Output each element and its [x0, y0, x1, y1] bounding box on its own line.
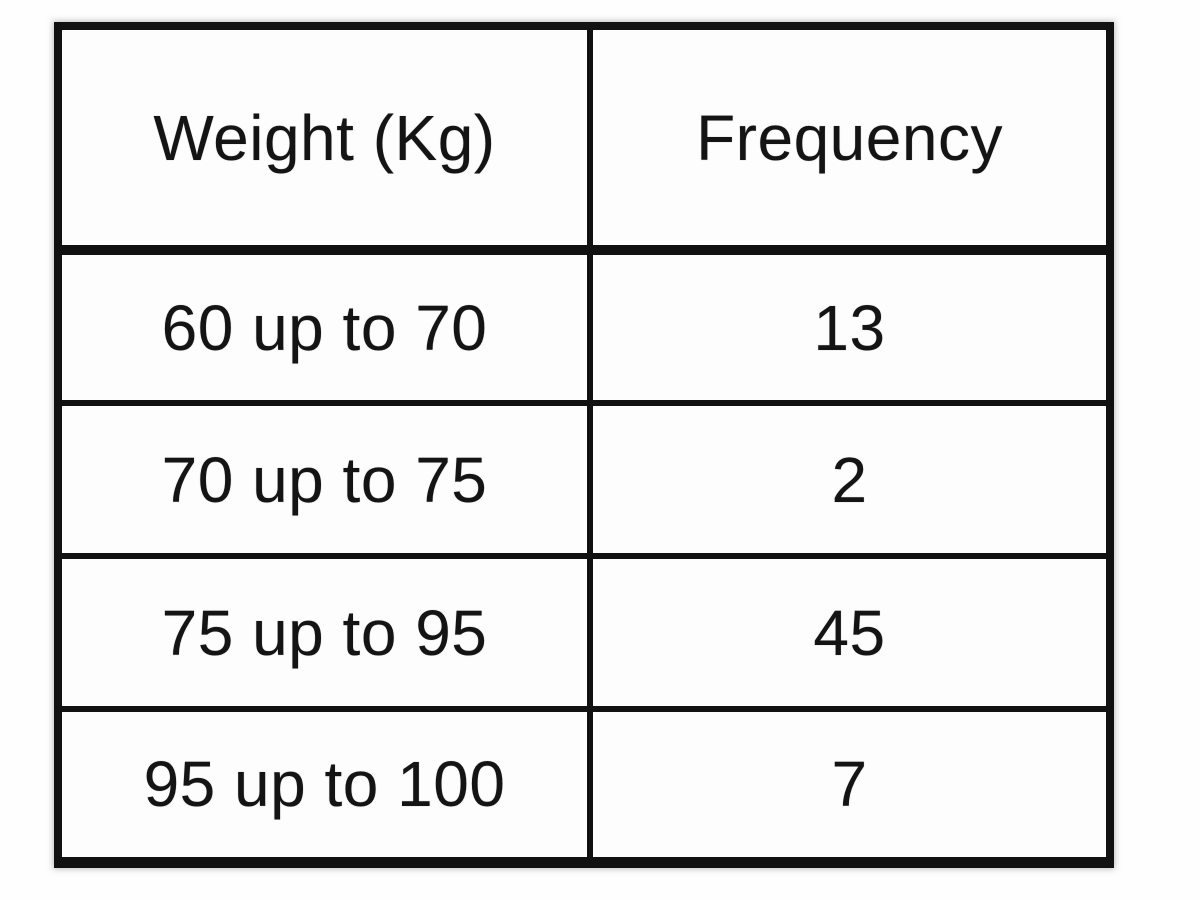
table-row: 70 up to 75 2	[55, 400, 1113, 559]
header-row: Weight (Kg) Frequency	[55, 23, 1113, 255]
frequency-table: Weight (Kg) Frequency 60 up to 70 13 70 …	[54, 22, 1114, 868]
frequency-table-body: 60 up to 70 13 70 up to 75 2 75 up to 95…	[55, 247, 1113, 868]
weight-column-header: Weight (Kg)	[55, 23, 593, 255]
weight-range-cell: 60 up to 70	[55, 247, 593, 406]
frequency-value-cell: 7	[587, 706, 1113, 868]
table-row: 75 up to 95 45	[55, 553, 1113, 712]
table-row: 60 up to 70 13	[55, 247, 1113, 406]
frequency-value-cell: 13	[587, 247, 1113, 406]
weight-range-cell: 75 up to 95	[55, 553, 593, 712]
frequency-table-header: Weight (Kg) Frequency	[55, 23, 1113, 255]
frequency-value-cell: 45	[587, 553, 1113, 712]
weight-range-cell: 70 up to 75	[55, 400, 593, 559]
frequency-column-header: Frequency	[587, 23, 1113, 255]
weight-range-cell: 95 up to 100	[55, 706, 593, 868]
frequency-value-cell: 2	[587, 400, 1113, 559]
table-row: 95 up to 100 7	[55, 706, 1113, 868]
